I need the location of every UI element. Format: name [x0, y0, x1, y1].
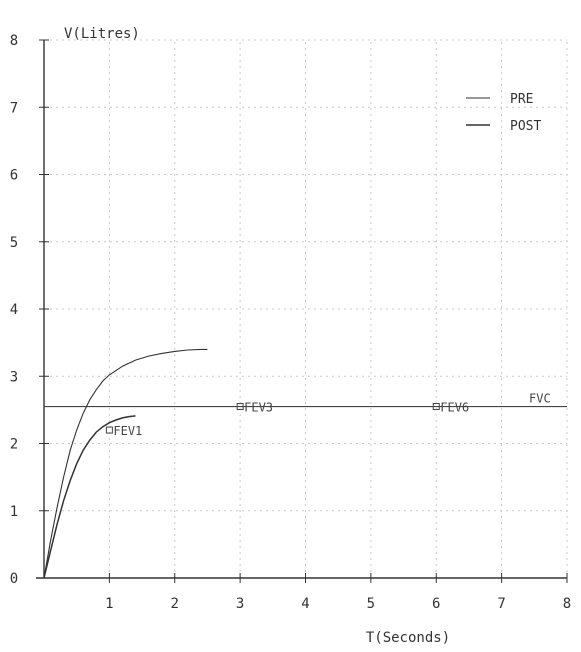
axes	[36, 40, 567, 579]
x-tick-label: 7	[497, 596, 505, 612]
annotations: FEV1 FEV3 FEV6 FVC	[105, 392, 551, 438]
y-tick-label: 4	[10, 302, 18, 318]
annotation-fvc: FVC	[529, 392, 551, 406]
legend-label-pre: PRE	[510, 92, 533, 107]
legend-label-post: POST	[510, 119, 541, 134]
x-tick-label: 6	[432, 596, 440, 612]
legend: PRE POST	[466, 92, 541, 134]
marker-fev6	[432, 403, 440, 411]
marker-fev1	[105, 426, 113, 434]
series-line-pre	[43, 348, 208, 579]
annotation-fev6: FEV6	[440, 401, 469, 415]
y-tick-label: 6	[10, 168, 18, 184]
y-tick-label: 3	[10, 369, 18, 385]
x-axis-label: T(Seconds)	[366, 630, 450, 646]
y-axis-label: V(Litres)	[64, 26, 140, 42]
x-tick-label: 3	[236, 596, 244, 612]
y-tick-label: 0	[10, 571, 18, 587]
y-tick-label: 1	[10, 504, 18, 520]
x-tick-label: 1	[105, 596, 113, 612]
annotation-fev1: FEV1	[113, 424, 142, 438]
y-tick-label: 2	[10, 437, 18, 453]
tick-labels: 0 1 2 3 4 5 6 7 8 1 2 3 4 5 6 7 8	[10, 33, 571, 612]
y-tick-label: 8	[10, 33, 18, 49]
series-lines	[43, 348, 208, 579]
y-tick-label: 7	[10, 100, 18, 116]
marker-fev3	[236, 403, 244, 411]
annotation-fev3: FEV3	[244, 401, 273, 415]
y-tick-label: 5	[10, 235, 18, 251]
grid	[44, 39, 568, 578]
x-tick-label: 2	[171, 596, 179, 612]
x-tick-label: 4	[301, 596, 309, 612]
x-tick-label: 5	[367, 596, 375, 612]
x-tick-label: 8	[563, 596, 571, 612]
series-line-post	[43, 415, 136, 579]
